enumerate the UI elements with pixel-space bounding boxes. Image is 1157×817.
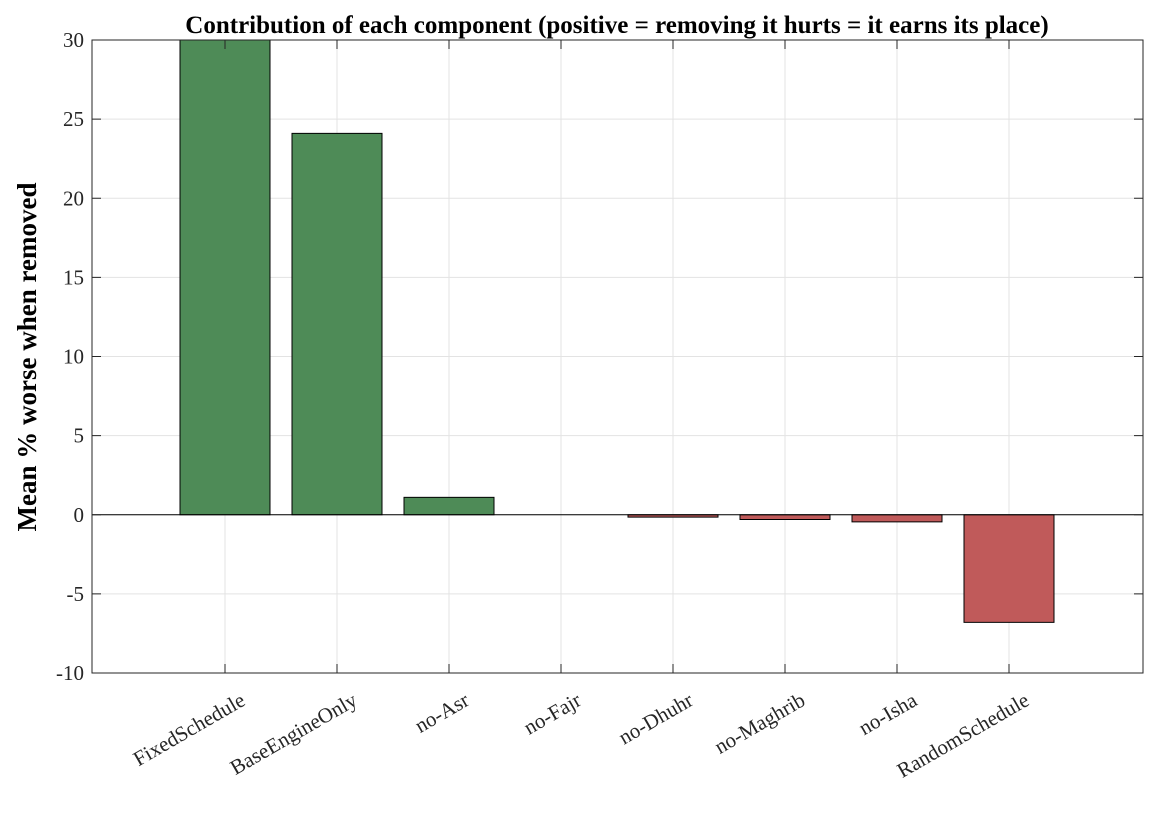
y-tick-label: 25 xyxy=(63,107,84,131)
x-tick-label: BaseEngineOnly xyxy=(226,687,362,779)
x-tick-label: no-Asr xyxy=(411,688,474,738)
x-tick-label: no-Isha xyxy=(855,687,922,740)
y-tick-label: 0 xyxy=(74,503,85,527)
y-axis-label: Mean % worse when removed xyxy=(12,183,42,532)
bar-randomschedule xyxy=(963,514,1055,623)
y-tick-label: 20 xyxy=(63,186,84,210)
y-tick-label: -5 xyxy=(67,582,85,606)
bar-no-asr xyxy=(403,496,495,516)
bar-no-isha xyxy=(851,514,943,523)
bars xyxy=(179,39,1055,623)
tick-marks xyxy=(92,39,1143,674)
chart-title: Contribution of each component (positive… xyxy=(185,12,1048,39)
x-tick-label: no-Maghrib xyxy=(710,688,809,759)
y-tick-label: 10 xyxy=(63,345,84,369)
y-tick-label: 15 xyxy=(63,265,84,289)
y-tick-label: 30 xyxy=(63,28,84,52)
y-axis-tick-labels: 30 25 20 15 10 5 0 -5 -10 xyxy=(56,28,84,685)
y-tick-label: -10 xyxy=(56,661,84,685)
x-tick-label: no-Fajr xyxy=(520,688,586,740)
y-tick-label: 5 xyxy=(74,424,85,448)
bar-no-maghrib xyxy=(739,514,831,520)
x-tick-label: no-Dhuhr xyxy=(614,688,697,750)
bar-baseengineonly xyxy=(291,132,383,516)
bar-fixedschedule xyxy=(179,39,271,516)
